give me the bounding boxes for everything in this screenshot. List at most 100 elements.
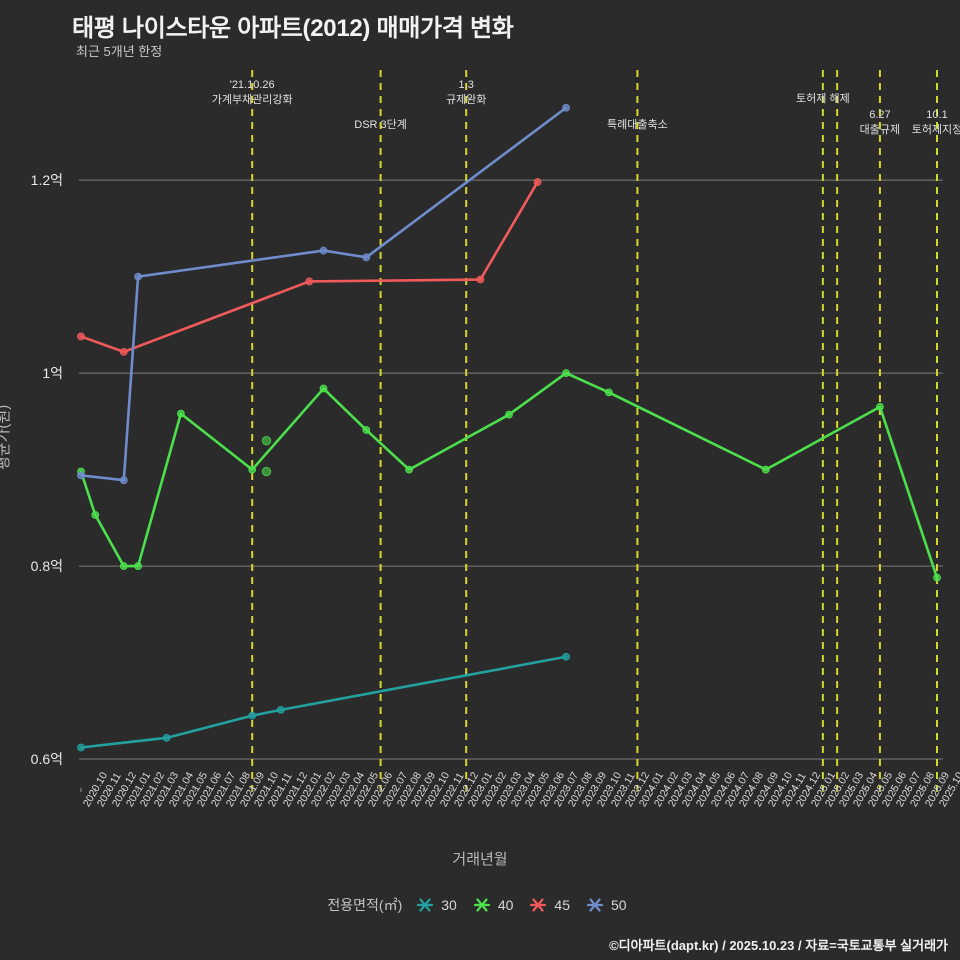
x-tick-label-2022.06: 2022.06 [366, 770, 396, 809]
x-tick-label-2022.04: 2022.04 [337, 770, 367, 809]
x-tick-label-2024.12: 2024.12 [794, 770, 824, 809]
y-axis-title: 평균가(원) [0, 404, 12, 470]
x-tick-label-2025.01: 2025.01 [808, 770, 838, 809]
legend-item-45[interactable]: 45 [529, 896, 570, 914]
x-tick-label-2023.10: 2023.10 [594, 770, 624, 809]
series-point-50-4 [362, 253, 371, 262]
legend-item-30[interactable]: 30 [416, 896, 457, 914]
series-point-40-8 [405, 465, 414, 474]
x-tick-label-2022.01: 2022.01 [294, 770, 325, 809]
x-tick-label-2024.05: 2024.05 [694, 770, 724, 809]
series-point-40-6 [319, 384, 328, 393]
legend-marker-icon-45 [530, 898, 547, 912]
event-annotation-1: DSR 3단계 [354, 118, 407, 133]
series-45 [77, 178, 542, 356]
x-tick-label-2024.08: 2024.08 [737, 770, 767, 809]
event-annotation-7: 10.1 토허제지정 [912, 108, 960, 138]
y-tick-label-1: 1억 [42, 365, 63, 382]
y-tick-label-3: 0.6억 [30, 751, 63, 768]
x-axis-title: 거래년월 [452, 851, 508, 868]
x-tick-label-2023.01: 2023.01 [465, 770, 496, 809]
series-point-40-12 [761, 465, 770, 474]
series-line-45 [79, 180, 539, 354]
series-point-40-9 [505, 410, 513, 419]
event-annotation-line: 토허제지정 [911, 123, 960, 136]
x-tick-label-2021.11: 2021.11 [266, 770, 296, 809]
x-tick-label-2021.10: 2021.10 [251, 770, 282, 809]
chart-svg [77, 70, 943, 792]
x-tick-label-2021.06: 2021.06 [194, 770, 225, 809]
x-tick-label-2025.10: 2025.10 [936, 770, 960, 809]
event-annotation-line: '21.10.26 [229, 79, 275, 91]
series-scatter-40-1 [261, 466, 272, 477]
x-tick-label-2024.02: 2024.02 [651, 770, 681, 809]
series-scatter-40-0 [261, 435, 272, 446]
x-tick-label-2021.09: 2021.09 [237, 770, 268, 809]
series-point-30-3 [276, 705, 285, 714]
x-tick-label-2021.07: 2021.07 [209, 770, 239, 809]
chart-legend: 전용면적(㎡) 30 40 45 50 [0, 895, 960, 915]
event-annotation-2: 1.3 규제완화 [446, 78, 486, 108]
x-tick-label-2023.02: 2023.02 [480, 770, 510, 809]
series-50 [77, 103, 570, 485]
x-tick-label-2022.07: 2022.07 [380, 770, 410, 809]
x-tick-label-2024.04: 2024.04 [679, 770, 710, 809]
x-tick-label-2022.09: 2022.09 [408, 770, 439, 809]
series-point-40-10 [562, 369, 570, 378]
series-point-30-1 [162, 733, 171, 742]
x-tick-label-2023.04: 2023.04 [508, 770, 539, 809]
x-tick-label-2022.12: 2022.12 [451, 770, 482, 809]
x-tick-label-2021.12: 2021.12 [280, 770, 310, 809]
x-tick-label-2021.05: 2021.05 [180, 770, 211, 809]
series-point-50-1 [119, 476, 128, 485]
legend-marker-icon-50 [586, 898, 604, 912]
series-point-30-2 [248, 711, 257, 720]
x-tick-label-2021.04: 2021.04 [166, 770, 196, 809]
x-tick-label-2022.05: 2022.05 [351, 770, 382, 809]
x-tick-label-2021.08: 2021.08 [223, 770, 253, 809]
x-tick-label-2023.06: 2023.06 [537, 770, 567, 809]
event-annotation-line: 토허제 해제 [796, 93, 850, 105]
x-tick-label-2023.11: 2023.11 [608, 770, 638, 809]
event-annotation-line: 10.1 [926, 109, 948, 121]
x-tick-label-2020.11: 2020.11 [95, 770, 125, 809]
series-line-40 [79, 371, 939, 579]
series-point-30-4 [562, 652, 570, 661]
event-annotation-line: 6.27 [869, 109, 891, 121]
y-tick-label-0: 1.2억 [30, 172, 63, 189]
event-annotation-0: '21.10.26 가계부채관리강화 [212, 78, 293, 108]
series-point-50-3 [319, 246, 328, 255]
footer-credit: ©디아파트(dapt.kr) / 2025.10.23 / 자료=국토교통부 실… [609, 938, 948, 953]
x-tick-label-2024.09: 2024.09 [751, 770, 781, 809]
x-tick-label-2025.06: 2025.06 [879, 770, 910, 809]
x-tick-label-2024.06: 2024.06 [708, 770, 738, 809]
x-tick-label-2022.03: 2022.03 [323, 770, 353, 809]
series-point-40-3 [134, 562, 142, 570]
x-tick-label-2025.07: 2025.07 [893, 770, 924, 809]
event-annotation-4: 토허제 해제 [796, 92, 850, 107]
y-tick-label-2: 0.8억 [30, 558, 63, 575]
x-tick-label-2025.03: 2025.03 [836, 770, 867, 809]
series-30 [77, 652, 570, 752]
legend-label-45: 45 [554, 897, 570, 913]
x-tick-label-2020.12: 2020.12 [109, 770, 139, 809]
series-point-40-1 [91, 511, 100, 519]
series-point-40-13 [876, 402, 884, 411]
x-tick-label-2024.10: 2024.10 [765, 770, 795, 809]
series-point-40-5 [248, 465, 257, 474]
event-annotation-line: 특례대출축소 [607, 119, 668, 131]
legend-item-50[interactable]: 50 [586, 896, 627, 914]
x-tick-label-2023.09: 2023.09 [580, 770, 610, 809]
series-point-50-5 [562, 103, 570, 112]
series-point-45-0 [77, 332, 85, 341]
legend-item-40[interactable]: 40 [473, 896, 513, 914]
series-point-40-4 [176, 409, 185, 418]
legend-title: 전용면적(㎡) [327, 897, 403, 913]
series-point-45-2 [305, 277, 314, 286]
series-point-45-3 [476, 275, 485, 284]
x-tick-label-2021.03: 2021.03 [152, 770, 182, 809]
x-tick-label-2021.01: 2021.01 [123, 770, 153, 809]
x-tick-label-2025.04: 2025.04 [851, 770, 881, 809]
x-tick-label-2023.03: 2023.03 [494, 770, 524, 809]
